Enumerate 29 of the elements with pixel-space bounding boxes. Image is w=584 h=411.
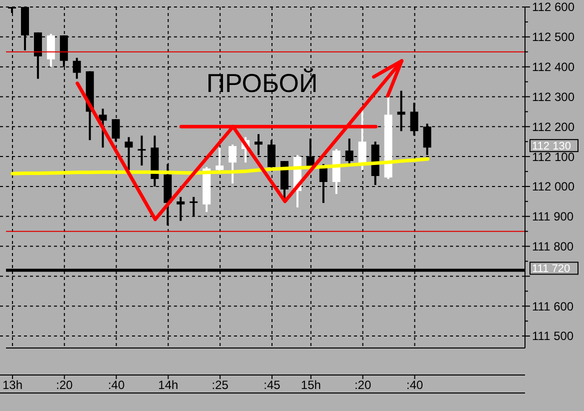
text: 112 130: [532, 140, 571, 152]
y-tick-label: 111 900: [532, 210, 574, 224]
x-tick-label: 13h: [2, 378, 23, 392]
line-series: [10, 157, 430, 176]
y-tick-label: 112 300: [532, 90, 575, 104]
y-tick-label: 112 500: [532, 30, 575, 44]
x-tick-label: :20: [56, 378, 74, 392]
candlestick: [46, 32, 55, 68]
candlestick: [228, 144, 237, 184]
candlestick: [216, 146, 224, 173]
y-tick-label: 112 600: [532, 0, 575, 14]
ref-line-label: 111 720: [532, 263, 570, 276]
x-tick-label: :40: [406, 378, 424, 392]
x-tick-label: :40: [108, 378, 125, 392]
x-tick-label: :45: [264, 378, 281, 392]
y-tick-label: 112 400: [532, 60, 575, 74]
y-tick-label: 112 200: [532, 120, 575, 134]
candlestick: [98, 108, 107, 149]
candlestick: [358, 104, 366, 172]
y-tick-label: 112 100: [532, 150, 575, 164]
y-tick-label: 111 500: [532, 329, 574, 344]
y-tick-label: 112 000: [532, 180, 575, 194]
x-tick-label: 14h: [158, 378, 178, 392]
x-tick-label: :25: [212, 378, 229, 392]
y-tick-label: 111 600: [532, 299, 574, 314]
y-tick-label: 111 800: [532, 240, 574, 254]
annotation: ПРОБОЙ: [206, 68, 318, 98]
x-tick-label: :20: [354, 378, 372, 392]
x-tick-label: 15h: [300, 378, 321, 392]
